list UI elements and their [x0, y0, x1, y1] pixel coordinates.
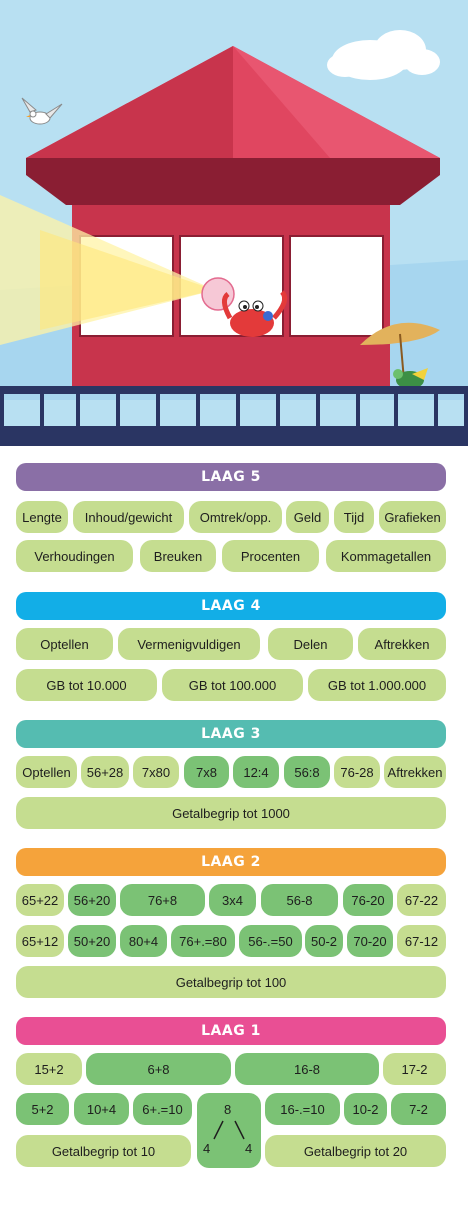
sum-pill[interactable]: 56-8 — [261, 884, 338, 916]
railing — [0, 386, 468, 446]
roof — [26, 46, 440, 205]
topic-pill-gb-tot-10000[interactable]: GB tot 10.000 — [16, 669, 157, 701]
topic-pill-tijd[interactable]: Tijd — [334, 501, 374, 533]
topic-pill-vermenigvuldigen[interactable]: Vermenigvuldigen — [118, 628, 260, 660]
sum-pill[interactable]: 76+.=80 — [171, 925, 235, 957]
topic-pill-kommagetallen[interactable]: Kommagetallen — [326, 540, 446, 572]
sum-pill[interactable]: 56+28 — [81, 756, 129, 788]
sum-pill[interactable]: 10+4 — [74, 1093, 129, 1125]
topic-pill-procenten[interactable]: Procenten — [222, 540, 319, 572]
sum-pill[interactable]: 10-2 — [344, 1093, 387, 1125]
sum-pill[interactable]: 56+20 — [68, 884, 116, 916]
topic-pill-getalbegrip-100[interactable]: Getalbegrip tot 100 — [16, 966, 446, 998]
sum-pill[interactable]: 70-20 — [347, 925, 393, 957]
sum-pill[interactable]: 50+20 — [68, 925, 116, 957]
sum-pill[interactable]: 6+8 — [86, 1053, 231, 1085]
topic-pill-optellen[interactable]: Optellen — [16, 628, 113, 660]
cloud-icon — [327, 30, 440, 80]
topic-pill-inhoud-gewicht[interactable]: Inhoud/gewicht — [73, 501, 184, 533]
sum-pill[interactable]: 56:8 — [284, 756, 330, 788]
sum-pill[interactable]: 3x4 — [209, 884, 256, 916]
layer-1-header: LAAG 1 — [16, 1017, 446, 1045]
split-lines — [213, 1120, 245, 1140]
topic-pill-optellen[interactable]: Optellen — [16, 756, 77, 788]
layer-2-header: LAAG 2 — [16, 848, 446, 876]
sum-pill[interactable]: 7x80 — [133, 756, 179, 788]
topic-pill-verhoudingen[interactable]: Verhoudingen — [16, 540, 133, 572]
lighthouse-illustration — [0, 0, 468, 446]
sum-pill[interactable]: 76-20 — [343, 884, 393, 916]
layer-4-header: LAAG 4 — [16, 592, 446, 620]
topic-pill-getalbegrip-1000[interactable]: Getalbegrip tot 1000 — [16, 797, 446, 829]
topic-pill-breuken[interactable]: Breuken — [140, 540, 216, 572]
sum-pill[interactable]: 6+.=10 — [133, 1093, 192, 1125]
sum-pill[interactable]: 16-.=10 — [265, 1093, 340, 1125]
sum-pill[interactable]: 7x8 — [184, 756, 229, 788]
layer-3-header: LAAG 3 — [16, 720, 446, 748]
sum-pill[interactable]: 80+4 — [120, 925, 167, 957]
sum-pill[interactable]: 50-2 — [305, 925, 343, 957]
topic-pill-geld[interactable]: Geld — [286, 501, 329, 533]
lighthouse-scene — [0, 0, 468, 446]
split-top-number: 8 — [224, 1102, 232, 1117]
split-left-number: 4 — [203, 1141, 211, 1156]
sum-pill[interactable]: 5+2 — [16, 1093, 69, 1125]
topic-pill-aftrekken[interactable]: Aftrekken — [358, 628, 446, 660]
topic-pill-aftrekken[interactable]: Aftrekken — [384, 756, 446, 788]
sum-pill[interactable]: 16-8 — [235, 1053, 379, 1085]
layer-5-header: LAAG 5 — [16, 463, 446, 491]
topic-pill-grafieken[interactable]: Grafieken — [379, 501, 446, 533]
sum-pill[interactable]: 7-2 — [391, 1093, 446, 1125]
topic-pill-gb-tot-100000[interactable]: GB tot 100.000 — [162, 669, 303, 701]
number-split-8[interactable]: 8 4 4 — [197, 1093, 261, 1168]
topic-pill-omtrek-opp[interactable]: Omtrek/opp. — [189, 501, 282, 533]
sum-pill[interactable]: 67-12 — [397, 925, 446, 957]
sum-pill[interactable]: 17-2 — [383, 1053, 446, 1085]
sum-pill[interactable]: 15+2 — [16, 1053, 82, 1085]
sum-pill[interactable]: 56-.=50 — [239, 925, 302, 957]
sum-pill[interactable]: 12:4 — [233, 756, 279, 788]
sum-pill[interactable]: 65+22 — [16, 884, 64, 916]
split-right-number: 4 — [245, 1141, 253, 1156]
sum-pill[interactable]: 65+12 — [16, 925, 64, 957]
turtle-icon — [393, 368, 428, 389]
sum-pill[interactable]: 67-22 — [397, 884, 446, 916]
topic-pill-delen[interactable]: Delen — [268, 628, 353, 660]
sum-pill[interactable]: 76-28 — [334, 756, 380, 788]
topic-pill-getalbegrip-10[interactable]: Getalbegrip tot 10 — [16, 1135, 191, 1167]
topic-pill-getalbegrip-20[interactable]: Getalbegrip tot 20 — [265, 1135, 446, 1167]
seagull-icon — [21, 97, 63, 125]
topic-pill-gb-tot-1000000[interactable]: GB tot 1.000.000 — [308, 669, 446, 701]
topic-pill-lengte[interactable]: Lengte — [16, 501, 68, 533]
sum-pill[interactable]: 76+8 — [120, 884, 205, 916]
crab-icon — [222, 290, 288, 337]
